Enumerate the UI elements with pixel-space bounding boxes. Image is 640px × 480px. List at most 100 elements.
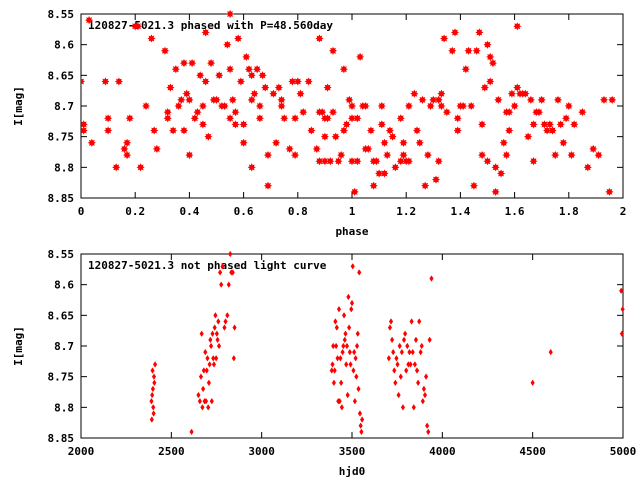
data-point: [328, 108, 338, 117]
data-point: [559, 138, 568, 147]
data-point: [223, 40, 232, 49]
data-point: [120, 144, 129, 153]
data-point: [399, 138, 408, 147]
data-point: [323, 83, 332, 92]
data-point: [296, 89, 305, 98]
data-point: [190, 114, 199, 123]
data-point: [372, 157, 381, 166]
data-point: [414, 367, 420, 374]
data-point: [228, 250, 233, 258]
data-point: [201, 385, 206, 393]
x-tick-label: 2: [620, 205, 627, 218]
data-point: [551, 151, 560, 160]
data-point: [339, 65, 349, 74]
y-tick-label: 8.8: [54, 401, 74, 414]
data-point: [150, 367, 155, 374]
data-point: [347, 348, 352, 356]
data-point: [291, 151, 300, 160]
data-point: [354, 342, 360, 350]
y-tick-label: 8.85: [48, 192, 75, 205]
data-point: [404, 101, 413, 111]
data-point: [410, 89, 419, 98]
data-point: [534, 107, 544, 117]
data-point: [149, 397, 154, 405]
y-tick-label: 8.6: [54, 39, 74, 52]
data-point: [491, 187, 500, 196]
unphased-light-curve-panel: 2000 2500 3000 3500 4000 4500 5000 8.55 8.6 8.65 8…: [12, 248, 636, 478]
data-point: [556, 120, 565, 129]
data-point: [345, 95, 354, 105]
data-point: [205, 355, 210, 362]
data-point: [392, 367, 397, 374]
data-point: [399, 151, 408, 160]
data-point: [459, 101, 468, 111]
data-point: [198, 120, 207, 129]
data-point: [377, 120, 386, 129]
data-point: [396, 114, 405, 123]
data-point: [312, 144, 321, 153]
data-point: [188, 59, 197, 68]
data-point: [211, 355, 216, 362]
data-point: [274, 83, 283, 92]
x-axis-title: phase: [335, 225, 368, 238]
data-point: [136, 163, 145, 172]
data-point: [163, 108, 172, 117]
data-point: [198, 373, 204, 380]
data-point: [419, 342, 424, 350]
data-point: [252, 65, 262, 74]
data-point: [416, 379, 421, 387]
x-tick-label: 4500: [519, 445, 546, 458]
data-points: [81, 10, 617, 197]
data-point: [329, 367, 334, 374]
data-point: [404, 157, 413, 166]
data-point: [247, 163, 256, 172]
data-point: [418, 95, 427, 104]
data-point: [524, 132, 533, 141]
data-point: [234, 34, 243, 43]
y-tick-label: 8.65: [48, 309, 75, 322]
data-point: [594, 151, 603, 160]
data-point: [231, 355, 236, 362]
data-point: [403, 330, 408, 337]
data-point: [232, 324, 237, 331]
data-point: [437, 89, 446, 98]
x-tick-label: 1.6: [505, 205, 525, 218]
data-point: [272, 138, 281, 147]
data-point: [337, 151, 346, 160]
data-point: [578, 108, 587, 117]
data-point: [216, 318, 221, 325]
data-point: [215, 71, 224, 80]
data-point: [347, 157, 357, 166]
data-point: [199, 330, 204, 337]
data-point: [169, 126, 178, 135]
data-point: [366, 126, 376, 135]
data-point: [141, 101, 151, 111]
data-point: [210, 330, 215, 337]
data-point: [185, 95, 194, 105]
data-point: [203, 348, 208, 356]
data-point: [545, 120, 554, 129]
data-point: [341, 342, 346, 350]
data-point: [347, 324, 352, 331]
data-point: [483, 40, 492, 49]
data-point: [215, 336, 220, 344]
x-tick-label: 1.8: [559, 205, 579, 218]
data-point: [421, 181, 430, 190]
data-point: [179, 59, 189, 68]
data-point: [423, 373, 429, 380]
data-point: [347, 114, 357, 123]
data-point: [437, 101, 446, 111]
x-axis-title: hjd0: [339, 465, 366, 478]
data-point: [553, 95, 563, 104]
data-point: [212, 95, 221, 105]
data-point: [207, 361, 212, 368]
data-point: [355, 330, 360, 337]
data-point: [242, 52, 251, 61]
data-point: [189, 428, 194, 436]
data-point: [478, 120, 487, 129]
data-point: [123, 138, 132, 147]
data-point: [567, 151, 576, 160]
data-point: [356, 385, 361, 393]
data-point: [429, 275, 434, 282]
data-point: [499, 138, 508, 147]
